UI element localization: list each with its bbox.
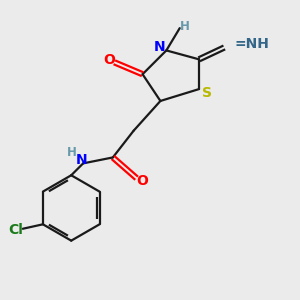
Text: Cl: Cl <box>8 223 23 237</box>
Text: O: O <box>103 53 115 67</box>
Text: N: N <box>76 153 88 167</box>
Text: H: H <box>180 20 190 33</box>
Text: H: H <box>67 146 77 159</box>
Text: O: O <box>136 174 148 188</box>
Text: S: S <box>202 85 212 100</box>
Text: N: N <box>154 40 166 54</box>
Text: =NH: =NH <box>234 37 269 51</box>
